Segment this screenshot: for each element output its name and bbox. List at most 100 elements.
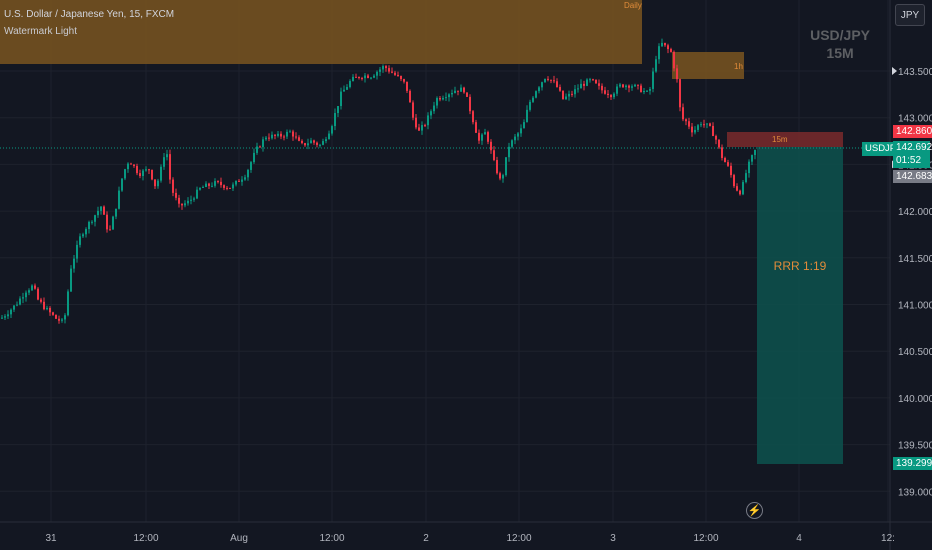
stop-loss-zone[interactable]: [727, 132, 843, 147]
candle-body: [298, 137, 300, 141]
candle-body: [520, 128, 522, 134]
candle-body: [181, 203, 183, 206]
candle-body: [202, 186, 204, 188]
candle-body: [736, 186, 738, 191]
candle-body: [622, 84, 624, 88]
candle-body: [472, 111, 474, 123]
candle-body: [523, 122, 525, 129]
candle-body: [313, 140, 315, 143]
candle-body: [307, 143, 309, 146]
time-axis[interactable]: 31 12:00 Aug 12:00 2 12:00 3 12:00 4 12:: [0, 521, 932, 544]
candle-body: [136, 166, 138, 174]
candle-body: [40, 299, 42, 302]
candle-body: [55, 314, 57, 319]
candle-body: [91, 221, 93, 223]
candle-body: [685, 119, 687, 122]
candle-body: [415, 117, 417, 128]
candle-body: [484, 132, 486, 135]
take-profit-zone[interactable]: [757, 147, 843, 464]
candle-body: [262, 139, 264, 148]
candle-body: [538, 87, 540, 92]
candle-body: [133, 164, 135, 167]
candle-body: [499, 173, 501, 179]
candle-body: [304, 143, 306, 146]
alert-marker-icon[interactable]: [892, 67, 897, 75]
candle-body: [445, 97, 447, 99]
candle-body: [589, 79, 591, 81]
candle-body: [25, 292, 27, 298]
candle-body: [439, 98, 441, 100]
candle-body: [562, 90, 564, 100]
candle-body: [448, 94, 450, 98]
hourly-zone[interactable]: [672, 52, 744, 79]
candle-body: [406, 81, 408, 91]
candle-body: [337, 106, 339, 114]
candle-body: [370, 77, 372, 79]
candle-body: [427, 115, 429, 126]
candle-body: [547, 78, 549, 80]
daily-zone[interactable]: [0, 0, 642, 64]
candle-body: [391, 71, 393, 73]
candle-body: [556, 81, 558, 88]
candle-body: [550, 79, 552, 81]
price-tick-label: 142.000: [898, 207, 932, 218]
price-tick-label: 141.500: [898, 254, 932, 265]
candle-body: [319, 144, 321, 146]
candle-body: [607, 93, 609, 96]
candle-body: [172, 179, 174, 193]
candle-body: [7, 314, 9, 317]
candle-body: [571, 93, 573, 95]
candle-body: [595, 79, 597, 84]
candle-body: [229, 187, 231, 189]
candle-body: [244, 177, 246, 180]
candle-body: [13, 305, 15, 310]
candle-body: [49, 307, 51, 313]
candle-body: [37, 288, 39, 300]
candle-body: [58, 318, 60, 321]
candle-body: [625, 85, 627, 88]
candle-body: [238, 180, 240, 182]
candle-body: [676, 68, 678, 80]
candle-body: [289, 131, 291, 133]
candle-body: [316, 142, 318, 145]
stop-price-tag: 142.860: [893, 125, 932, 138]
candle-body: [754, 149, 756, 156]
candle-body: [574, 89, 576, 95]
candle-body: [526, 109, 528, 123]
time-tick-label: Aug: [230, 533, 248, 544]
candle-body: [100, 206, 102, 211]
currency-button[interactable]: JPY: [895, 4, 925, 26]
lightning-icon[interactable]: ⚡: [746, 502, 763, 519]
candle-body: [490, 141, 492, 151]
price-axis[interactable]: 143.500143.000142.500142.000141.500141.0…: [889, 0, 932, 550]
candle-body: [31, 285, 33, 291]
time-tick-label: 12:00: [506, 533, 531, 544]
daily-zone-label: Daily: [624, 1, 642, 10]
candle-body: [196, 189, 198, 199]
candle-body: [466, 92, 468, 97]
candle-body: [211, 185, 213, 187]
candle-body: [559, 87, 561, 91]
candle-body: [73, 258, 75, 269]
chart-grid: [0, 0, 890, 522]
candle-body: [634, 84, 636, 87]
candle-body: [247, 169, 249, 178]
candle-body: [76, 244, 78, 259]
candle-body: [1, 317, 3, 319]
candle-body: [130, 163, 132, 165]
watermark-line1: USD/JPY: [810, 27, 870, 43]
candle-body: [379, 69, 381, 72]
candle-body: [454, 90, 456, 94]
candle-body: [388, 68, 390, 72]
candle-body: [151, 169, 153, 180]
candle-body: [715, 135, 717, 140]
candle-body: [277, 133, 279, 136]
candle-body: [328, 133, 330, 140]
candle-body: [253, 152, 255, 163]
candle-body: [97, 210, 99, 216]
candle-body: [208, 183, 210, 186]
entry-price-tag: 142.683: [893, 170, 932, 183]
candle-body: [115, 208, 117, 217]
candle-body: [661, 42, 663, 47]
